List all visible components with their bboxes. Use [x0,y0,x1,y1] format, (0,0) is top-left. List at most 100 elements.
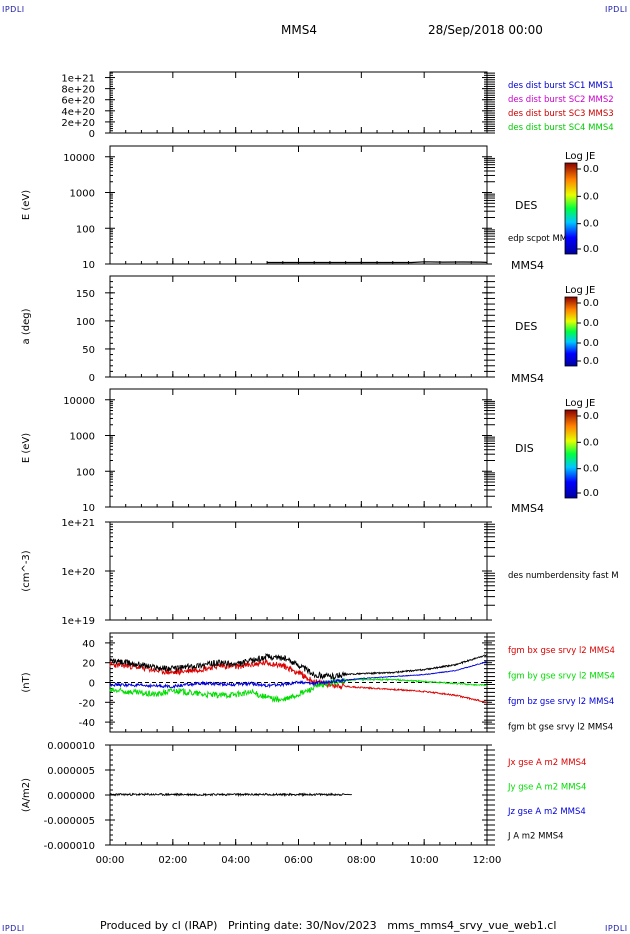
panel7-ytick-label: -0.000010 [44,841,95,852]
panel1-ytick-label: 0 [89,129,95,140]
panel7-ytick-label: 0.000010 [47,741,95,752]
panel1-frame [109,71,488,134]
panel7-series-0 [109,792,353,798]
panel2-ytick-label: 100 [76,224,95,235]
panel6-legend-2: fgm bz gse srvy l2 MMS4 [508,697,614,707]
corner-label-bottom-right: IPDLI [605,924,628,933]
panel1-ytick-label: 8e+20 [61,85,95,96]
panel4-colorbar-label: 0.0 [583,488,599,499]
panel2-colorbar-label: 0.0 [583,244,599,255]
corner-label-bottom-left: IPDLI [2,924,25,933]
panel1-ytick-label: 2e+20 [61,118,95,129]
panel6-ytick-label: 0 [89,679,95,690]
panel5-ytick-label: 1e+19 [61,616,95,627]
panel3-colorbar-label: 0.0 [583,318,599,329]
panel3-colorbar-label: 0.0 [583,356,599,367]
panel5-ylabel: (cm^-3) [21,550,32,591]
panel7-ylabel: (A/m2) [21,778,32,812]
panel4-frame [109,388,488,508]
panel4-colorbar-label: 0.0 [583,411,599,422]
panel4-colorbar [564,409,578,499]
date-title: 28/Sep/2018 00:00 [428,23,543,37]
panel3-frame [109,275,488,378]
panel3-ytick-label: 150 [76,289,95,300]
panel4-bottom-label: MMS4 [511,502,544,515]
panel2-colorbar-label: 0.0 [583,191,599,202]
panel4-species-label: DIS [515,442,534,455]
panel7-legend-2: Jz gse A m2 MMS4 [507,807,586,817]
panel6-series-2 [109,661,488,689]
panel5-frame [109,521,488,621]
xtick-label: 04:00 [221,855,250,866]
xtick-label: 12:00 [473,855,502,866]
panel4-colorbar-title: Log JE [565,398,595,409]
panel2-scpot-trace [267,261,488,264]
panel4-ytick-label: 100 [76,467,95,478]
xtick-label: 06:00 [284,855,313,866]
corner-label-top-right: IPDLI [605,5,628,14]
panel2-extra-label: edp scpot MMS4 [508,234,578,244]
panel3-ytick-label: 100 [76,317,95,328]
panel3-species-label: DES [515,320,537,333]
panel7-legend-0: Jx gse A m2 MMS4 [507,758,586,768]
xtick-label: 10:00 [410,855,439,866]
panel6-ytick-label: -20 [79,698,95,709]
panel7-ytick-label: 0.000000 [47,791,95,802]
panel6-ytick-label: 20 [82,659,95,670]
panel4-ytick-label: 10 [82,503,95,514]
panel6-legend-3: fgm bt gse srvy l2 MMS4 [508,723,613,733]
panel1-ytick-label: 1e+21 [61,74,95,85]
panel4-ytick-label: 10000 [63,396,95,407]
panel5-ytick-label: 1e+20 [61,567,95,578]
panel6-legend-0: fgm bx gse srvy l2 MMS4 [508,646,615,656]
panel7-ytick-label: -0.000005 [44,816,95,827]
panel2-ylabel: E (eV) [21,190,32,220]
panel6-series-1 [109,677,488,703]
panel5-legend-0: des numberdensity fast M [508,571,619,581]
panel4-ylabel: E (eV) [21,433,32,463]
panel1-legend-3: des dist burst SC4 MMS4 [508,123,614,133]
xtick-label: 02:00 [158,855,187,866]
panel3-colorbar-label: 0.0 [583,338,599,349]
panel7-ytick-label: 0.000005 [47,766,95,777]
panel7-legend-3: J A m2 MMS4 [507,832,564,842]
footer-file-name: mms_mms4_srvy_vue_web1.cl [387,919,557,932]
panel4-colorbar-label: 0.0 [583,437,599,448]
panel6-ytick-label: 40 [82,639,95,650]
panel6-legend-1: fgm by gse srvy l2 MMS4 [508,672,615,682]
panel7-legend-1: Jy gse A m2 MMS4 [507,783,586,793]
panel3-ytick-label: 0 [89,373,95,384]
panel4-colorbar-label: 0.0 [583,464,599,475]
panel1-ytick-label: 4e+20 [61,107,95,118]
panel2-species-label: DES [515,199,537,212]
panel6-ylabel: (nT) [21,672,32,692]
panel1-ytick-label: 6e+20 [61,96,95,107]
panel3-bottom-label: MMS4 [511,372,544,385]
panel6-ytick-label: -40 [79,718,95,729]
panel1-legend-2: des dist burst SC3 MMS3 [508,109,614,119]
corner-label-top-left: IPDLI [2,5,25,14]
panel2-ytick-label: 1000 [70,189,95,200]
panel2-colorbar [564,162,578,255]
panel1-legend-1: des dist burst SC2 MMS2 [508,95,614,105]
footer-printing-date: Printing date: 30/Nov/2023 [227,919,377,932]
panel2-frame [109,145,488,265]
xtick-label: 00:00 [96,855,125,866]
panel3-ylabel: a (deg) [21,308,32,344]
panel3-colorbar-label: 0.0 [583,298,599,309]
footer: Produced by cl (IRAP) Printing date: 30/… [100,919,556,932]
panel2-colorbar-label: 0.0 [583,219,599,230]
panel5-ytick-label: 1e+21 [61,518,95,529]
panel3-colorbar [564,296,578,367]
panel4-ytick-label: 1000 [70,432,95,443]
spacecraft-title: MMS4 [281,23,317,37]
panel3-ytick-label: 50 [82,345,95,356]
panel3-colorbar-title: Log JE [565,285,595,296]
panel2-colorbar-title: Log JE [565,151,595,162]
panel2-colorbar-label: 0.0 [583,164,599,175]
panel6-series-0 [109,659,488,703]
xtick-label: 08:00 [347,855,376,866]
panel2-ytick-label: 10 [82,260,95,271]
